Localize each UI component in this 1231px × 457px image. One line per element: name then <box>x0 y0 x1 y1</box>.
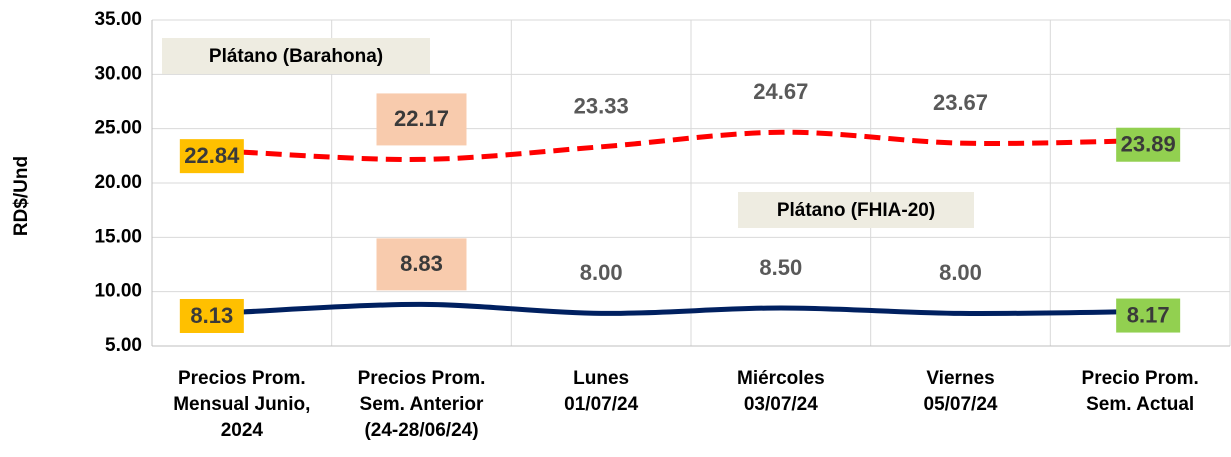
value-label: 23.67 <box>933 90 988 115</box>
legend-label: Plátano (FHIA-20) <box>777 200 935 221</box>
value-label-box <box>745 250 816 285</box>
value-label-box <box>925 256 996 291</box>
x-tick-label: Precios Prom. Sem. Anterior (24-28/06/24… <box>357 368 486 441</box>
legend-label: Plátano (Barahona) <box>209 46 383 67</box>
y-tick-label: 10.00 <box>94 281 142 302</box>
value-label-box <box>925 86 996 121</box>
value-label: 22.84 <box>184 143 240 168</box>
value-label-box <box>179 298 244 333</box>
x-tick-label: Lunes 01/07/24 <box>564 368 639 415</box>
y-tick-label: 25.00 <box>94 118 142 139</box>
value-label-box <box>1116 127 1181 162</box>
y-tick-label: 35.00 <box>94 9 142 30</box>
x-tick-label: Viernes 05/07/24 <box>923 368 998 415</box>
series-line <box>241 301 1141 317</box>
x-tick-label: Miércoles 03/07/24 <box>737 368 825 415</box>
y-tick-label: 15.00 <box>94 226 142 247</box>
legend-box <box>162 38 430 74</box>
x-tick-label: Precio Prom. Sem. Actual <box>1081 368 1199 415</box>
value-label: 8.00 <box>939 260 982 285</box>
y-tick-label: 30.00 <box>94 63 142 84</box>
series-line <box>241 129 1141 162</box>
value-label: 23.89 <box>1121 132 1176 157</box>
y-axis-label: RD$/Und <box>11 156 32 236</box>
value-label: 8.13 <box>190 303 233 328</box>
value-label: 24.67 <box>753 79 808 104</box>
value-label: 8.83 <box>400 251 443 276</box>
value-label: 23.33 <box>574 94 629 119</box>
x-tick-label: Precios Prom. Mensual Junio, 2024 <box>173 368 311 441</box>
value-label: 8.17 <box>1127 302 1170 327</box>
value-label-box <box>566 89 637 124</box>
value-label: 22.17 <box>394 106 449 131</box>
value-label-box <box>566 256 637 291</box>
value-label: 8.00 <box>580 260 623 285</box>
value-label-box <box>179 139 244 174</box>
y-tick-label: 5.00 <box>105 335 142 356</box>
value-label-box <box>1116 298 1181 333</box>
value-label-box <box>376 238 467 291</box>
value-label: 8.50 <box>759 255 802 280</box>
value-label-box <box>376 93 467 146</box>
value-label-box <box>745 75 816 110</box>
legend-box <box>738 192 974 228</box>
y-tick-label: 20.00 <box>94 172 142 193</box>
